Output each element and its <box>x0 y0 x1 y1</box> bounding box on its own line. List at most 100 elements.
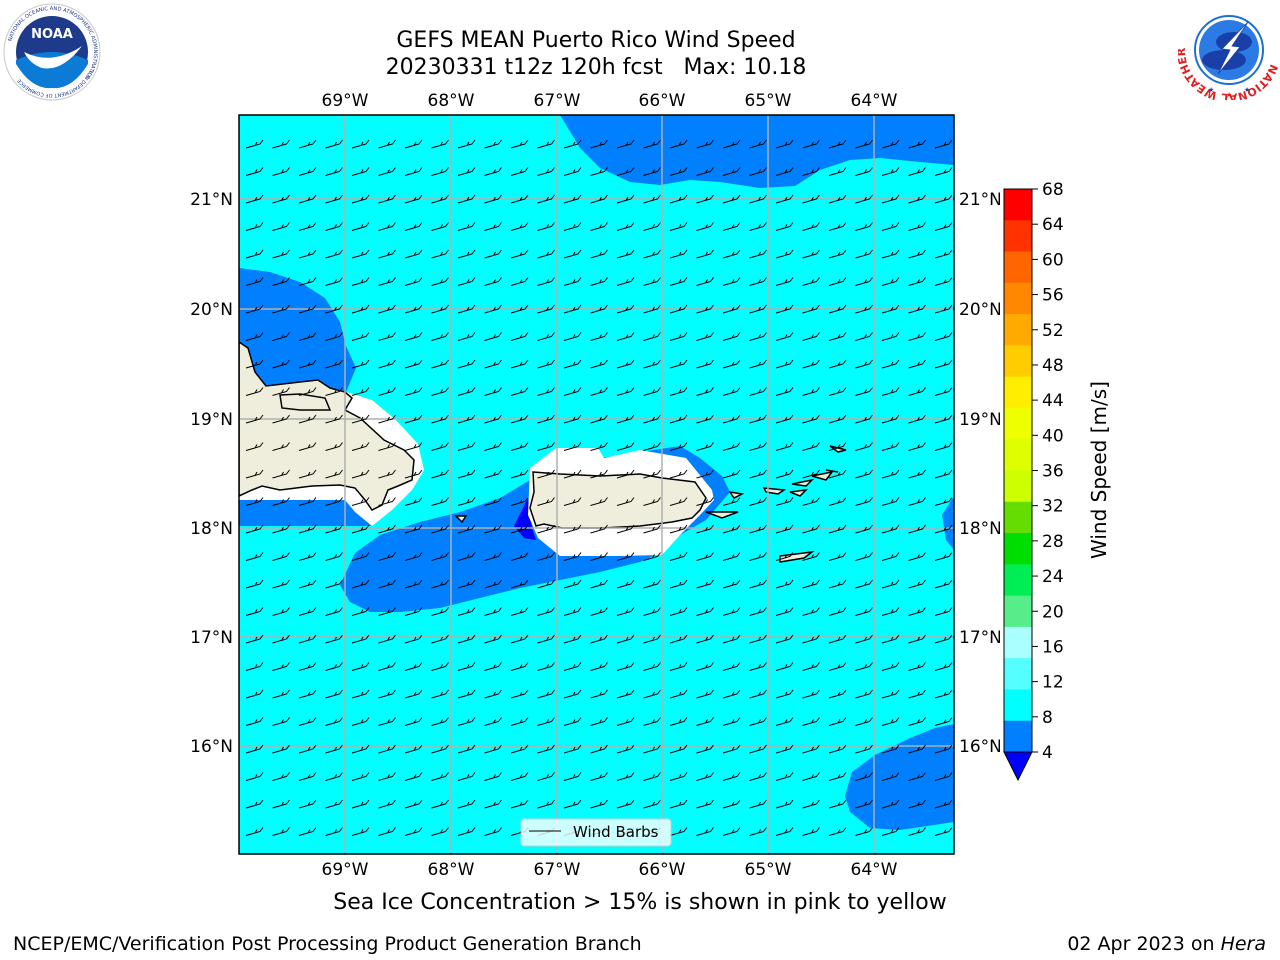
wind-barb <box>616 579 635 589</box>
wind-barb <box>749 524 767 534</box>
wind-barb <box>643 634 661 644</box>
wind-barb <box>802 304 820 314</box>
wind-barb <box>272 524 290 534</box>
wind-barb <box>404 442 423 451</box>
wind-barb <box>378 772 396 781</box>
wind-barb <box>563 304 582 314</box>
wind-barb <box>749 717 767 726</box>
wind-barb <box>457 277 476 286</box>
wind-barb <box>722 744 741 754</box>
wind-barb <box>775 799 794 809</box>
wind-barb <box>325 772 343 781</box>
wind-barb <box>881 359 900 369</box>
wind-barb <box>881 827 900 836</box>
wind-barb <box>643 552 661 561</box>
wind-barb <box>696 359 714 369</box>
virgin-islands <box>762 487 787 495</box>
footer-date-text: 02 Apr 2023 on <box>1067 933 1221 955</box>
wind-barb <box>457 662 476 671</box>
colorbar-tick-label: 56 <box>1042 286 1064 306</box>
wind-barb <box>696 552 714 561</box>
wind-barb <box>828 222 847 231</box>
wind-barb <box>722 414 741 424</box>
wind-barb <box>272 552 290 561</box>
wind-barb <box>616 139 635 149</box>
wind-barb <box>298 497 317 506</box>
wind-barb <box>881 579 900 589</box>
wind-barb <box>298 359 317 369</box>
wind-barb <box>298 717 317 726</box>
wind-barb <box>643 167 661 176</box>
wind-barb <box>272 634 290 644</box>
wind-barb <box>510 469 529 479</box>
colorbar-tick-label: 68 <box>1042 180 1064 200</box>
wind-barb <box>908 139 926 149</box>
wind-barb <box>775 607 794 616</box>
wind-barb <box>457 194 476 204</box>
colorbar-segment <box>1004 189 1032 221</box>
wind-barb <box>537 524 555 534</box>
colorbar-segment <box>1004 282 1032 315</box>
wind-barb <box>245 277 264 286</box>
colorbar-segment <box>1004 376 1032 409</box>
wind-barb <box>537 332 555 341</box>
wind-barb <box>855 167 873 176</box>
wind-barb <box>616 359 635 369</box>
lat-labels-right: 21°N 20°N 19°N 18°N 17°N 16°N <box>959 190 1000 757</box>
wind-barb <box>272 497 290 506</box>
wind-barb <box>828 552 847 561</box>
wind-barb <box>325 414 343 424</box>
lat-label: 18°N <box>959 519 1000 539</box>
wind-barb <box>855 772 873 781</box>
wind-barb <box>404 222 423 231</box>
wind-barb <box>351 167 370 176</box>
wind-barb <box>457 607 476 616</box>
wind-barb <box>378 167 396 176</box>
wind-barb <box>881 799 900 809</box>
wind-barb <box>669 249 688 259</box>
wind-barb <box>325 552 343 561</box>
wind-barb <box>669 139 688 149</box>
wind-barb <box>616 222 635 231</box>
wind-barb <box>272 359 290 369</box>
wind-barb <box>828 194 847 204</box>
wind-barb <box>378 304 396 314</box>
wind-barb <box>431 524 449 534</box>
wind-barb <box>510 304 529 314</box>
wind-barb <box>749 359 767 369</box>
wind-barb <box>325 359 343 369</box>
wind-barb <box>828 304 847 314</box>
wind-barb <box>616 304 635 314</box>
wind-barb <box>563 772 582 781</box>
wind-barb <box>855 304 873 314</box>
wind-barb <box>351 772 370 781</box>
wind-barb <box>590 249 608 259</box>
wind-barb <box>855 689 873 699</box>
wind-barb <box>590 744 608 754</box>
wind-barb <box>245 167 264 176</box>
wind-barb <box>484 249 502 259</box>
wind-barb <box>828 167 847 176</box>
lat-labels-left: 21°N 20°N 19°N 18°N 17°N 16°N <box>190 190 233 757</box>
wind-barb <box>457 332 476 341</box>
wind-barb <box>325 689 343 699</box>
colorbar-tick-label: 40 <box>1042 426 1064 446</box>
wind-barb <box>934 524 953 534</box>
wind-barb <box>510 359 529 369</box>
wind-barb <box>431 167 449 176</box>
wind-barb <box>272 332 290 341</box>
wind-barb <box>722 827 741 836</box>
wind-barb <box>431 139 449 149</box>
wind-barb <box>934 772 953 781</box>
colorbar-segment <box>1004 689 1032 722</box>
wind-barb <box>510 139 529 149</box>
wind-barb <box>272 579 290 589</box>
wind-barb <box>510 497 529 506</box>
wind-barb <box>855 442 873 451</box>
wind-barb <box>881 277 900 286</box>
wind-barb <box>828 607 847 616</box>
colorbar-segment <box>1004 470 1032 503</box>
wind-barb <box>378 689 396 699</box>
wind-barb <box>749 827 767 836</box>
wind-barb <box>881 332 900 341</box>
